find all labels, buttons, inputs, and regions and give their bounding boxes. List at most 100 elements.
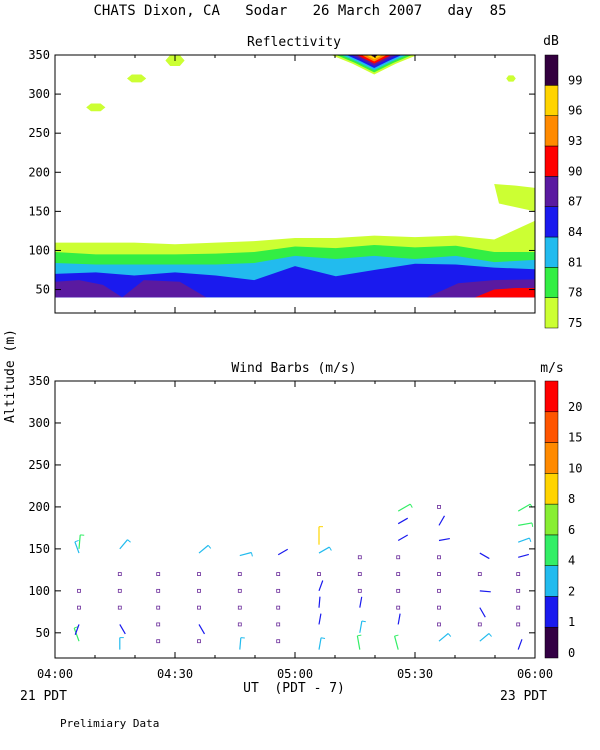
colorbar-swatch bbox=[544, 85, 559, 116]
wind-barb bbox=[318, 613, 322, 625]
colorbar-swatch bbox=[544, 206, 559, 238]
reflectivity-panel: 50 100 150 200 250 300 350 bbox=[28, 48, 536, 314]
wind-barb bbox=[318, 596, 321, 608]
colorbar-swatch bbox=[544, 297, 559, 329]
calm-marker bbox=[357, 572, 362, 576]
y-tick-label: 150 bbox=[28, 204, 50, 218]
wind-barb bbox=[74, 541, 80, 554]
wind-barb bbox=[517, 537, 530, 543]
right-time-note: 23 PDT bbox=[500, 689, 547, 704]
wind-barb bbox=[517, 503, 531, 512]
wind-barb-flag bbox=[361, 620, 366, 623]
calm-marker bbox=[276, 639, 281, 644]
colorbar-tick-label: 99 bbox=[568, 73, 582, 87]
calm-marker bbox=[237, 605, 242, 610]
y-tick-label: 100 bbox=[28, 243, 50, 257]
calm-marker bbox=[276, 605, 281, 610]
wind-barb bbox=[74, 624, 80, 635]
wind-barbs-title: Wind Barbs (m/s) bbox=[231, 361, 356, 376]
colorbar-tick-label: 8 bbox=[568, 492, 575, 506]
y-tick-label: 350 bbox=[28, 48, 50, 62]
calm-marker bbox=[516, 588, 521, 593]
wind-barbs-panel: 50 100 150 200 250 300 350 04:00 04:30 05:00 05:30… bbox=[28, 374, 553, 681]
reflectivity-axes: 50 100 150 200 250 300 350 bbox=[28, 48, 536, 313]
wind-barb bbox=[479, 590, 491, 593]
y-tick-label: 350 bbox=[28, 374, 50, 388]
wind-barb bbox=[359, 620, 363, 633]
wind-barb bbox=[359, 596, 363, 608]
wind-barb bbox=[78, 534, 81, 549]
wind-barb bbox=[517, 639, 523, 650]
calm-marker bbox=[357, 588, 362, 593]
calm-marker bbox=[197, 605, 201, 610]
calm-marker bbox=[77, 588, 81, 593]
calm-marker bbox=[437, 505, 441, 509]
wind-barb bbox=[397, 517, 409, 525]
calm-marker bbox=[276, 588, 281, 593]
calm-marker bbox=[317, 572, 321, 576]
wind-barb bbox=[239, 551, 252, 557]
y-tick-label: 250 bbox=[28, 126, 50, 140]
colorbar-swatch bbox=[544, 503, 559, 536]
colorbar-tick-label: 90 bbox=[568, 164, 582, 178]
wind-barb-flag bbox=[74, 626, 79, 629]
x-tick-label: 04:00 bbox=[37, 667, 73, 681]
wind-barb bbox=[479, 607, 486, 618]
wind-barb bbox=[397, 534, 409, 542]
calm-marker bbox=[477, 622, 482, 627]
wind-barb bbox=[356, 635, 361, 650]
reflectivity-patch bbox=[127, 74, 147, 83]
reflectivity-hotspot-99 bbox=[370, 55, 378, 58]
y-tick-label: 250 bbox=[28, 458, 50, 472]
wind-barb bbox=[397, 503, 411, 512]
x-tick-label: 04:30 bbox=[157, 667, 193, 681]
wind-barb bbox=[438, 515, 446, 526]
y-axis-label: Altitude (m) bbox=[3, 329, 18, 423]
colorbar-tick-label: 96 bbox=[568, 104, 582, 118]
colorbar-swatch bbox=[544, 267, 559, 298]
reflectivity-colorbar: dB 75 78 81 84 87 90 93 96 99 bbox=[543, 34, 582, 330]
figure-title: CHATS Dixon, CA Sodar 26 March 2007 day … bbox=[93, 3, 506, 19]
colorbar-swatch bbox=[544, 596, 559, 628]
calm-marker bbox=[77, 605, 81, 610]
wind-barb bbox=[438, 537, 450, 542]
x-axis-label: UT (PDT - 7) bbox=[243, 681, 345, 696]
wind-colorbar: m/s 0 1 2 4 6 8 10 15 20 bbox=[540, 361, 582, 660]
calm-marker bbox=[516, 572, 521, 576]
calm-marker bbox=[156, 622, 161, 627]
reflectivity-layer-87 bbox=[55, 279, 535, 298]
colorbar-tick-label: 15 bbox=[568, 431, 582, 445]
wind-barb bbox=[318, 546, 330, 554]
colorbar-tick-label: 81 bbox=[568, 255, 582, 269]
calm-marker bbox=[396, 588, 401, 593]
calm-marker bbox=[276, 622, 281, 627]
wind-barb-flag bbox=[531, 522, 534, 527]
calm-marker bbox=[197, 639, 201, 644]
colorbar-swatch bbox=[544, 626, 559, 659]
calm-marker bbox=[437, 622, 441, 627]
colorbar-swatch bbox=[544, 115, 559, 147]
wind-barb bbox=[393, 635, 399, 650]
calm-marker bbox=[437, 605, 441, 610]
y-tick-label: 300 bbox=[28, 416, 50, 430]
colorbar-tick-label: 6 bbox=[568, 523, 575, 537]
reflectivity-layer-90 bbox=[475, 287, 535, 298]
y-tick-label: 150 bbox=[28, 542, 50, 556]
calm-marker bbox=[156, 588, 161, 593]
wind-barb bbox=[518, 522, 533, 526]
colorbar-swatch bbox=[544, 145, 559, 177]
wind-barbs-frame bbox=[54, 380, 536, 659]
wind-barb bbox=[198, 544, 209, 554]
wind-barb bbox=[318, 580, 324, 592]
calm-marker bbox=[357, 555, 362, 560]
colorbar-swatch bbox=[544, 236, 559, 268]
calm-marker bbox=[117, 588, 122, 593]
wind-barb bbox=[198, 624, 206, 635]
wind-barb bbox=[239, 637, 242, 650]
wind-barb-flag bbox=[529, 537, 532, 542]
colorbar-tick-label: 1 bbox=[568, 615, 575, 629]
calm-marker bbox=[516, 622, 521, 627]
wind-colorbar-label: m/s bbox=[540, 361, 563, 376]
calm-marker bbox=[156, 639, 161, 644]
wind-barb bbox=[318, 637, 322, 650]
